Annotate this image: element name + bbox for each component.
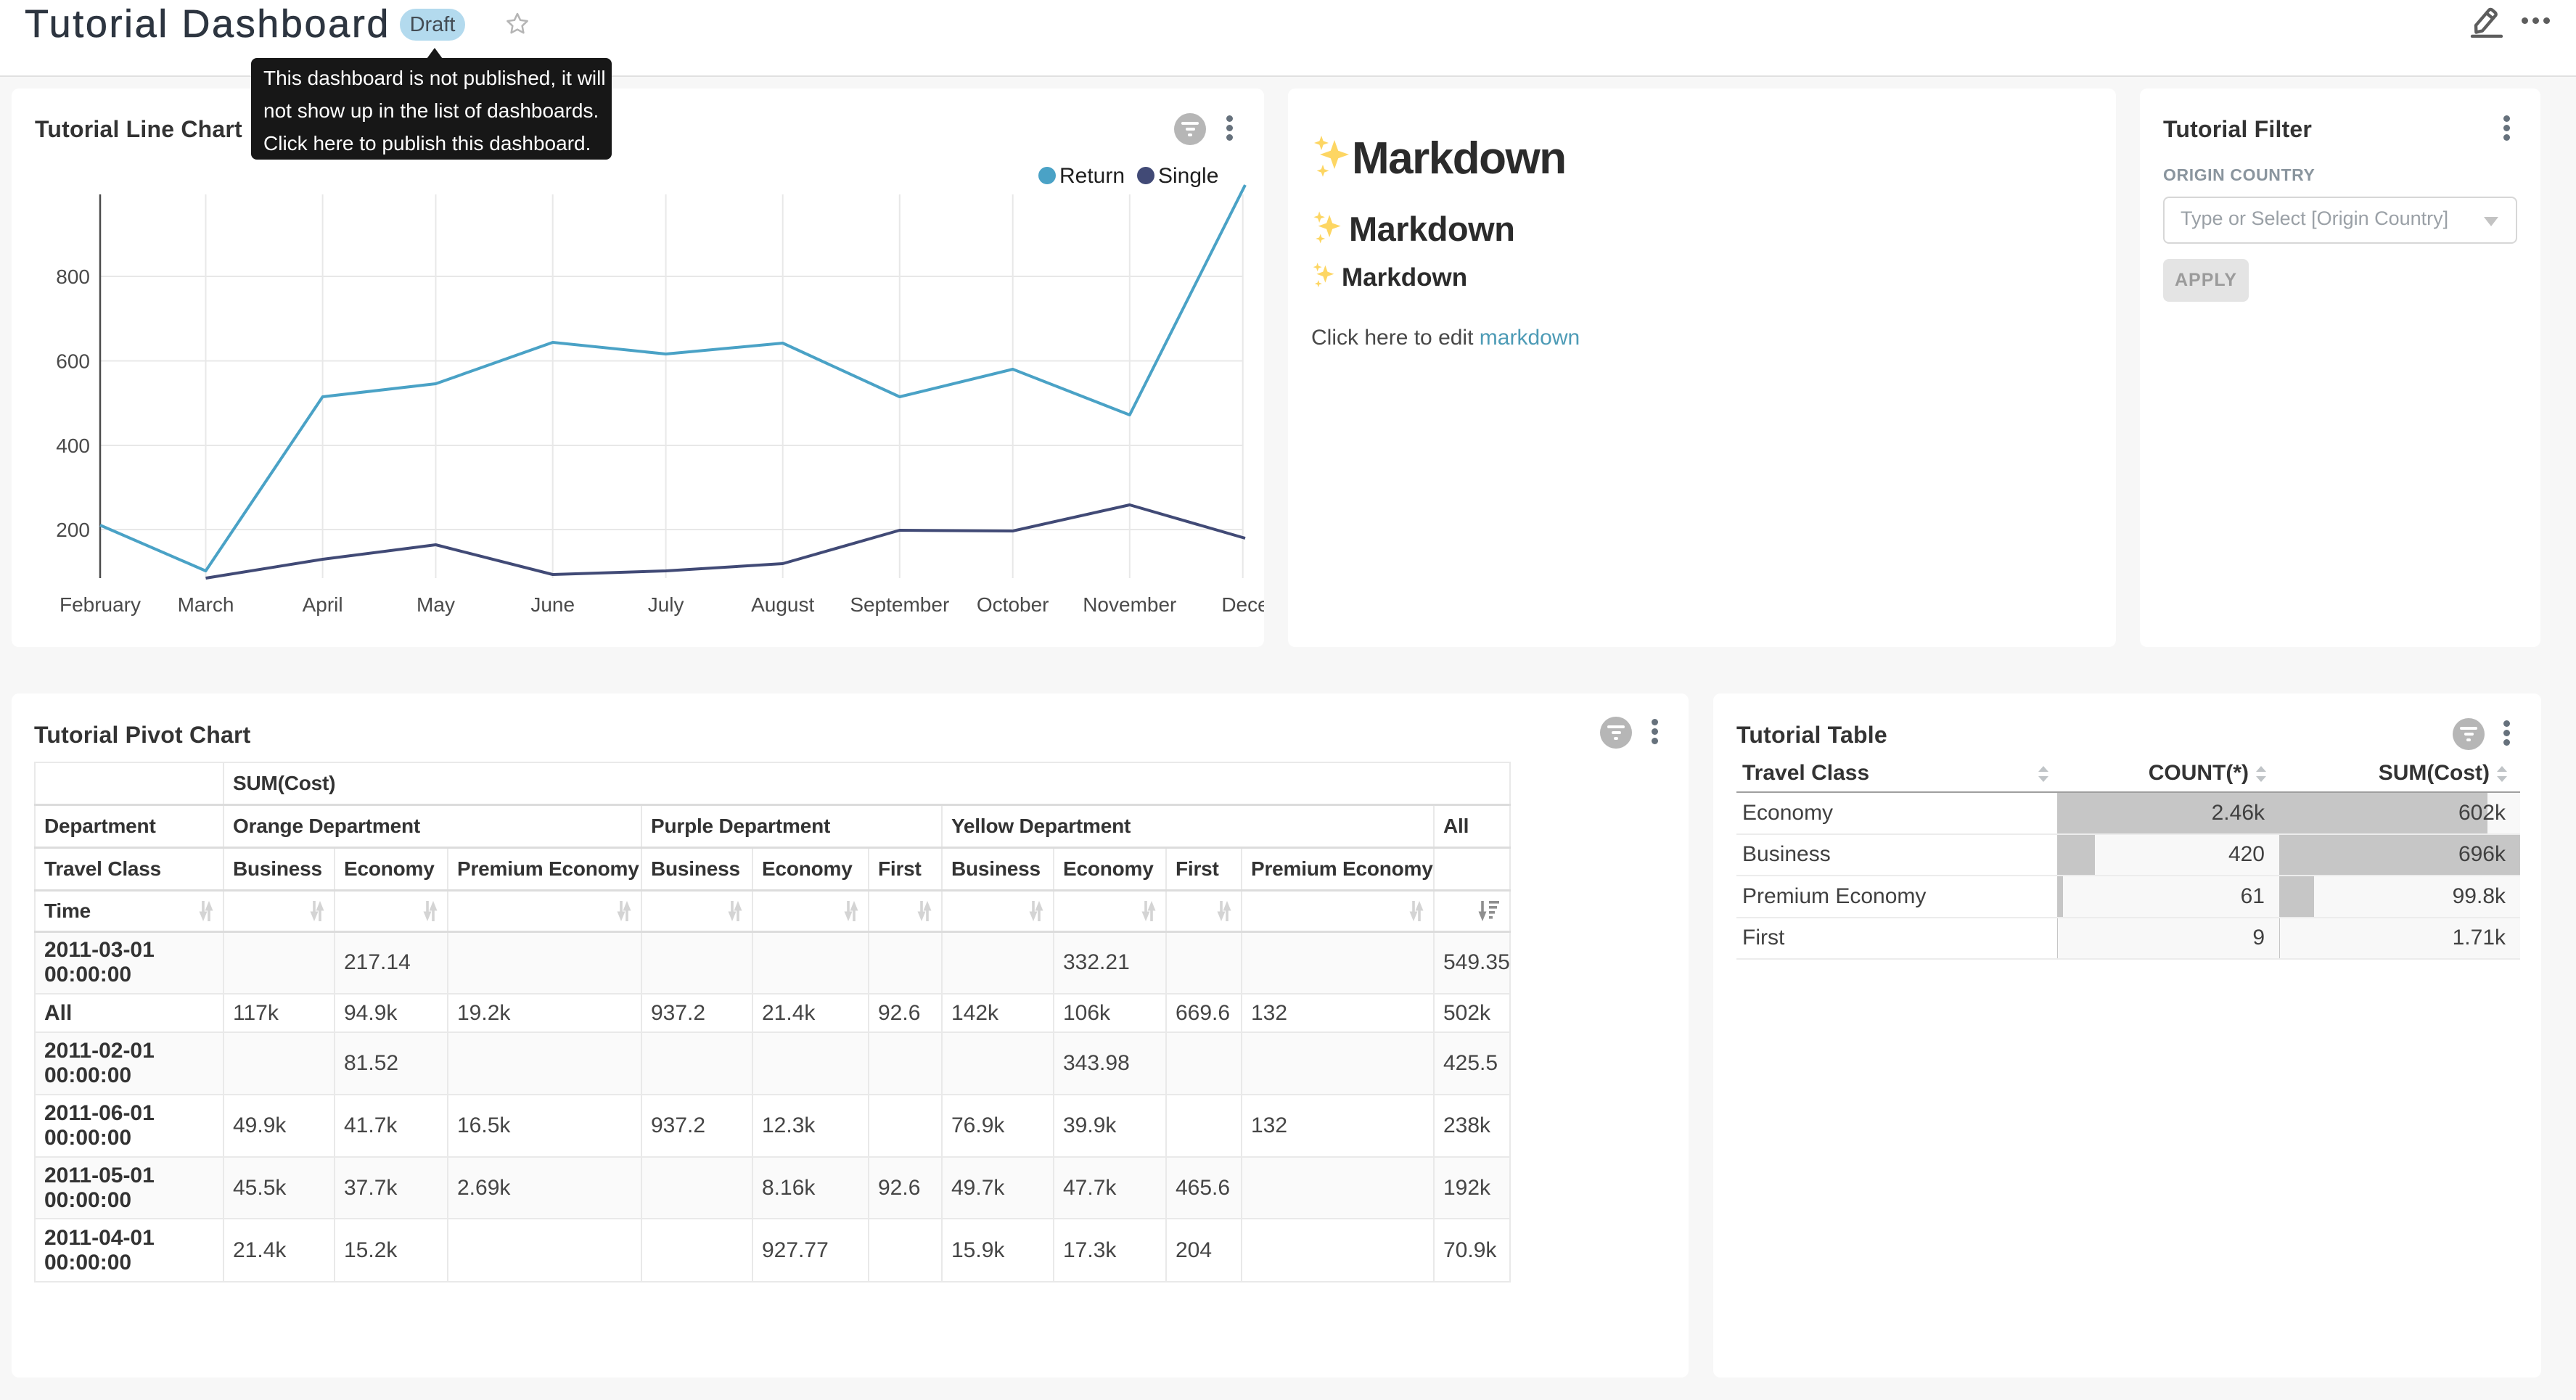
svg-text:600: 600 — [56, 350, 90, 373]
svg-text:Single: Single — [1158, 164, 1218, 188]
svg-text:March: March — [178, 593, 234, 616]
svg-text:Dece: Dece — [1221, 593, 1264, 616]
svg-text:November: November — [1083, 593, 1176, 616]
svg-text:October: October — [977, 593, 1049, 616]
svg-text:August: August — [751, 593, 814, 616]
svg-text:June: June — [530, 593, 575, 616]
svg-text:September: September — [850, 593, 949, 616]
svg-text:May: May — [417, 593, 455, 616]
svg-text:April: April — [303, 593, 343, 616]
svg-text:Return: Return — [1059, 164, 1125, 188]
svg-text:200: 200 — [56, 519, 90, 541]
svg-text:July: July — [648, 593, 684, 616]
svg-text:800: 800 — [56, 265, 90, 288]
svg-text:February: February — [60, 593, 141, 616]
svg-text:400: 400 — [56, 435, 90, 457]
